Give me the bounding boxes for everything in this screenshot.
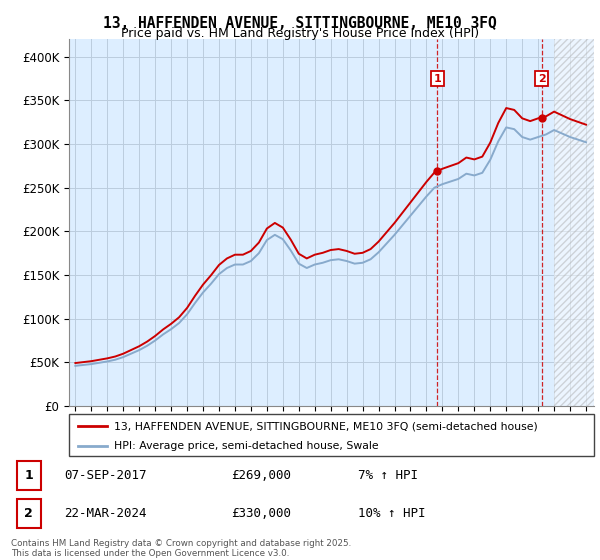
- FancyBboxPatch shape: [69, 414, 594, 456]
- Text: 13, HAFFENDEN AVENUE, SITTINGBOURNE, ME10 3FQ (semi-detached house): 13, HAFFENDEN AVENUE, SITTINGBOURNE, ME1…: [113, 421, 538, 431]
- Text: 13, HAFFENDEN AVENUE, SITTINGBOURNE, ME10 3FQ: 13, HAFFENDEN AVENUE, SITTINGBOURNE, ME1…: [103, 16, 497, 31]
- Text: 2: 2: [25, 507, 33, 520]
- Text: 2: 2: [538, 73, 545, 83]
- Text: 7% ↑ HPI: 7% ↑ HPI: [358, 469, 418, 482]
- Text: Contains HM Land Registry data © Crown copyright and database right 2025.
This d: Contains HM Land Registry data © Crown c…: [11, 539, 351, 558]
- Text: 22-MAR-2024: 22-MAR-2024: [64, 507, 146, 520]
- Text: 07-SEP-2017: 07-SEP-2017: [64, 469, 146, 482]
- Text: £269,000: £269,000: [231, 469, 291, 482]
- Text: 1: 1: [25, 469, 33, 482]
- Text: 1: 1: [434, 73, 442, 83]
- FancyBboxPatch shape: [17, 461, 41, 490]
- Bar: [554, 39, 594, 406]
- Text: HPI: Average price, semi-detached house, Swale: HPI: Average price, semi-detached house,…: [113, 441, 378, 451]
- FancyBboxPatch shape: [17, 500, 41, 528]
- Text: £330,000: £330,000: [231, 507, 291, 520]
- Text: Price paid vs. HM Land Registry's House Price Index (HPI): Price paid vs. HM Land Registry's House …: [121, 27, 479, 40]
- Text: 10% ↑ HPI: 10% ↑ HPI: [358, 507, 425, 520]
